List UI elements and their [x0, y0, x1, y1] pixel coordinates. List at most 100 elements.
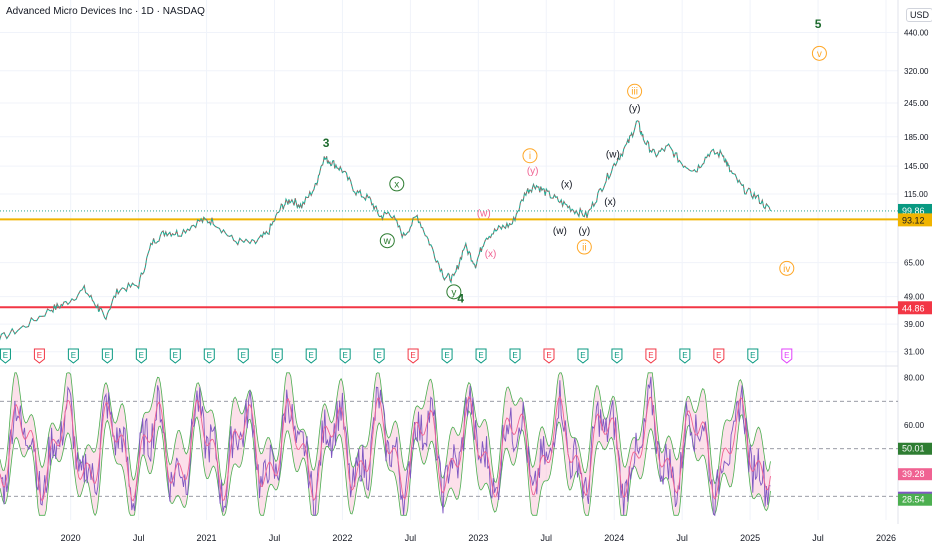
- wave-label-circle: [389, 176, 405, 192]
- level-tag: [898, 301, 932, 315]
- level-label: 44.86: [902, 303, 925, 313]
- earnings-marker-icon: [407, 348, 419, 364]
- wave-label: (w): [477, 209, 491, 220]
- earnings-marker-icon: [509, 348, 521, 364]
- earnings-marker-icon: [373, 348, 385, 364]
- earnings-marker-icon: [781, 348, 793, 364]
- earnings-marker-icon: [101, 348, 113, 364]
- currency-button[interactable]: USD: [906, 8, 932, 22]
- oscillator-value-label: 39.28: [902, 469, 925, 479]
- earnings-marker-icon: [577, 348, 589, 364]
- earnings-marker-icon: [305, 348, 317, 364]
- time-tick-label: Jul: [405, 533, 417, 543]
- oscillator-tick-label: 80.00: [904, 374, 925, 383]
- earnings-marker-label: E: [3, 351, 8, 360]
- wave-label-circle: [779, 260, 795, 276]
- oscillator-value-tag: [898, 468, 932, 481]
- wave-label: w: [383, 236, 392, 247]
- wave-label: (w): [553, 226, 567, 237]
- earnings-marker-label: E: [580, 351, 585, 360]
- time-tick-label: 2024: [604, 533, 624, 543]
- earnings-marker-icon: [67, 348, 79, 364]
- oscillator-signal-line: [0, 395, 771, 502]
- earnings-marker-icon: [747, 348, 759, 364]
- earnings-marker-label: E: [207, 351, 212, 360]
- wave-label: i: [529, 151, 531, 162]
- time-tick-label: Jul: [812, 533, 824, 543]
- earnings-marker-label: E: [37, 351, 42, 360]
- oscillator-value-label: 28.54: [902, 495, 925, 505]
- price-tick-label: 115.00: [904, 190, 928, 199]
- wave-label: x: [394, 179, 399, 190]
- earnings-marker-label: E: [682, 351, 687, 360]
- earnings-marker-icon: [237, 348, 249, 364]
- earnings-marker-icon: [339, 348, 351, 364]
- earnings-marker-label: E: [784, 351, 789, 360]
- wave-label-circle: [627, 83, 643, 99]
- earnings-marker-icon: [645, 348, 657, 364]
- time-tick-label: 2020: [61, 533, 81, 543]
- wave-label: 5: [815, 17, 822, 31]
- price-line-down: [0, 120, 771, 340]
- price-tick-label: 185.00: [904, 133, 929, 142]
- wave-label: iv: [783, 264, 790, 275]
- wave-label-circle: [522, 148, 538, 164]
- price-tick-label: 49.00: [904, 293, 925, 302]
- earnings-marker-label: E: [376, 351, 381, 360]
- oscillator-panel: [0, 372, 898, 517]
- earnings-marker-label: E: [444, 351, 449, 360]
- wave-label: iii: [631, 87, 638, 98]
- chart-title: Advanced Micro Devices Inc · 1D · NASDAQ: [6, 6, 205, 17]
- level-label: 93.12: [902, 215, 925, 225]
- time-tick-label: 2025: [740, 533, 760, 543]
- earnings-marker-label: E: [139, 351, 144, 360]
- earnings-marker-label: E: [173, 351, 178, 360]
- earnings-markers[interactable]: EEEEEEEEEEEEEEEEEEEEEEEEEE: [0, 348, 793, 364]
- wave-label: v: [817, 49, 822, 60]
- wave-label-circle: [811, 45, 827, 61]
- earnings-marker-label: E: [241, 351, 246, 360]
- earnings-marker-label: E: [716, 351, 721, 360]
- last-price-label: 99.86: [902, 206, 925, 216]
- earnings-marker-label: E: [410, 351, 415, 360]
- time-tick-label: Jul: [676, 533, 688, 543]
- wave-label: (y): [527, 166, 539, 177]
- time-tick-label: 2023: [468, 533, 488, 543]
- horizontal-levels[interactable]: [0, 210, 898, 309]
- wave-label: (x): [485, 249, 497, 260]
- wave-label: 3: [323, 136, 330, 150]
- earnings-marker-icon: [271, 348, 283, 364]
- wave-label: y: [451, 287, 456, 298]
- price-tick-label: 245.00: [904, 99, 929, 108]
- time-axis[interactable]: 2020 Jul 2021 Jul 2022 Jul 2023 Jul 2024 Jul 2025 J…: [61, 533, 896, 543]
- price-tick-label: 440.00: [904, 28, 929, 37]
- wave-label: (y): [629, 103, 641, 114]
- wave-label: (x): [604, 197, 616, 208]
- oscillator-value-tag: [898, 493, 932, 506]
- earnings-marker-label: E: [478, 351, 483, 360]
- earnings-marker-label: E: [342, 351, 347, 360]
- time-tick-label: Jul: [269, 533, 281, 543]
- oscillator-value-tag: [898, 442, 932, 455]
- earnings-marker-label: E: [546, 351, 551, 360]
- wave-labels: 3 x w y 4 (w) (x) i (y) (x) (w) (y) ii (x) (w) iii (y) iv…: [323, 17, 827, 306]
- earnings-marker-icon: [441, 348, 453, 364]
- earnings-marker-label: E: [512, 351, 517, 360]
- earnings-marker-icon: [169, 348, 181, 364]
- earnings-marker-label: E: [105, 351, 110, 360]
- earnings-marker-icon: [203, 348, 215, 364]
- price-tick-label: 145.00: [904, 162, 929, 171]
- oscillator-tick-label: 60.00: [904, 421, 925, 430]
- level-tag: [898, 213, 932, 227]
- earnings-marker-label: E: [275, 351, 280, 360]
- wave-label: 4: [457, 292, 464, 306]
- wave-label: (w): [606, 150, 620, 161]
- time-tick-label: Jul: [541, 533, 553, 543]
- wave-label: ii: [582, 243, 586, 254]
- earnings-marker-label: E: [750, 351, 755, 360]
- time-tick-label: 2021: [197, 533, 217, 543]
- price-tick-label: 320.00: [904, 67, 929, 76]
- earnings-marker-icon: [611, 348, 623, 364]
